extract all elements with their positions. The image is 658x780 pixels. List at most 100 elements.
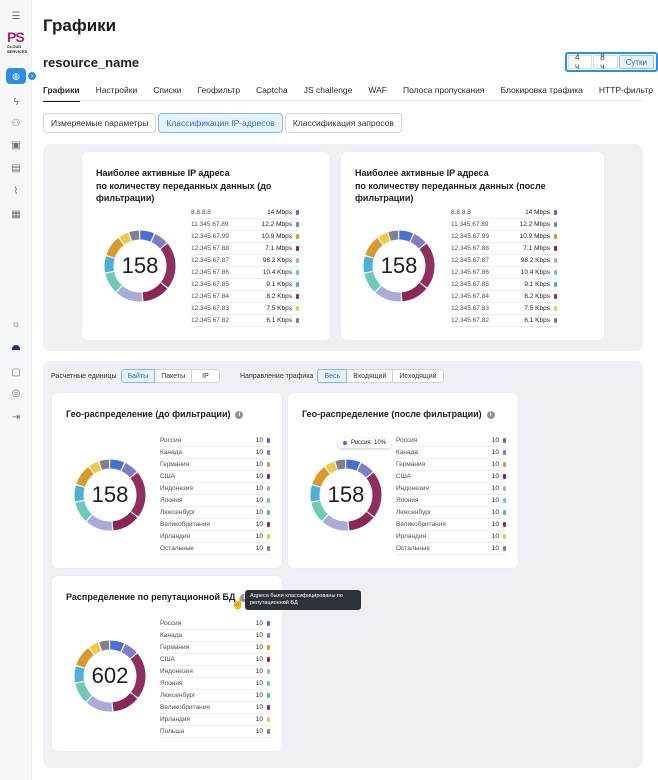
donut-segment[interactable] [104, 230, 176, 302]
book-icon[interactable]: ▢ [11, 366, 21, 378]
legend-label: Люксенбург [160, 692, 196, 699]
donut-segment[interactable] [74, 459, 146, 531]
legend-value: 8.2 Kbps [266, 293, 292, 300]
legend-label: Япония [160, 680, 183, 687]
legend-color-swatch [267, 645, 270, 650]
time-range-8h[interactable]: 8 ч [593, 53, 618, 71]
ip-after-legend: 8.8.8.8 14 Mbps 11.345.67.89 12.2 Mbps 12.34… [451, 207, 557, 327]
legend-value: 98.2 Kbps [262, 257, 292, 264]
legend-value: 10 [255, 473, 263, 480]
sidebar: ☰ PS CLOUD SERVICES ◍ › ϟ ⚇ ▣ ▤ ⌇ ▦ ☼ ▢ … [0, 0, 37, 780]
time-range-4h[interactable]: 4 ч [568, 53, 593, 71]
legend-row: США 10 [160, 471, 270, 483]
legend-color-swatch [296, 210, 299, 215]
document-icon[interactable]: ▤ [11, 162, 21, 174]
legend-row: Польша 10 [160, 726, 270, 738]
certificate-icon[interactable]: ▣ [11, 139, 21, 151]
info-icon[interactable]: i [240, 594, 249, 602]
sun-icon[interactable]: ☼ [11, 318, 21, 330]
direction-outgoing[interactable]: Исходящий [392, 369, 444, 383]
donut-segment[interactable] [363, 230, 435, 302]
time-range-day[interactable]: Сутки [618, 55, 654, 69]
info-icon[interactable]: i [235, 411, 244, 419]
donut-segment[interactable] [363, 230, 435, 302]
legend-value: 10 [255, 485, 263, 492]
legend-row: Ирландия 10 [160, 714, 270, 726]
legend-color-swatch [267, 693, 270, 698]
donut-segment[interactable] [310, 459, 382, 531]
subtab-measured[interactable]: Измеряемые параметры [43, 113, 157, 133]
units-packets[interactable]: Пакеты [154, 369, 193, 383]
legend-value: 12.2 Mbps [519, 221, 550, 228]
donut-segment[interactable] [74, 640, 146, 712]
tab-lists[interactable]: Списки [153, 85, 182, 95]
legend-label: Индонезия [396, 485, 429, 492]
stats-icon[interactable]: ⌇ [13, 185, 19, 197]
units-bytes[interactable]: Байты [120, 369, 156, 383]
donut-segment[interactable] [310, 459, 382, 531]
charts-nav-icon[interactable]: ◍ [6, 68, 26, 84]
ip-before-card: Наиболее активные IP адреса по количеств… [82, 152, 330, 340]
legend-value: 10 [255, 716, 263, 723]
legend-color-swatch [503, 510, 506, 515]
legend-label: Германия [160, 461, 190, 468]
legend-value: 10 [255, 632, 263, 639]
legend-color-swatch [554, 282, 557, 287]
units-ip[interactable]: IP [191, 369, 220, 383]
geo-after-total: 158 [327, 482, 365, 507]
donut-segment[interactable] [74, 459, 146, 531]
donut-segment[interactable] [363, 230, 435, 302]
legend-label: 11.345.67.89 [191, 221, 229, 228]
tab-settings[interactable]: Настройки [95, 85, 138, 95]
tab-geofilter[interactable]: Геофильтр [197, 85, 241, 95]
legend-value: 6.1 Kbps [524, 317, 550, 324]
legend-value: 10 [255, 680, 263, 687]
donut-segment[interactable] [74, 459, 146, 531]
legend-row: 8.8.8.8 14 Mbps [451, 207, 557, 219]
legend-label: Ирландия [396, 533, 427, 540]
legend-label: США [396, 473, 411, 480]
report-icon[interactable]: ▦ [11, 208, 21, 220]
tab-waf[interactable]: WAF [368, 85, 387, 95]
geo-after-card: Гео-распределение (после фильтрации) i 15… [288, 393, 518, 568]
legend-color-swatch [267, 474, 270, 479]
info-icon[interactable]: i [486, 411, 495, 419]
tab-graphs[interactable]: Графики [43, 85, 80, 102]
subtab-request-classification[interactable]: Классификация запросов [284, 113, 402, 133]
legend-row: Великобритания 10 [396, 519, 506, 531]
profile-icon[interactable]: ◎ [11, 387, 21, 399]
logout-icon[interactable]: ⇥ [11, 411, 21, 423]
geo-before-title: Гео-распределение (до фильтрации) i [66, 408, 244, 421]
expand-sidebar-icon[interactable]: › [27, 71, 37, 81]
legend-label: Польша [160, 728, 185, 735]
legend-color-swatch [503, 546, 506, 551]
legend-row: Канада 10 [160, 447, 270, 459]
legend-row: США 10 [160, 654, 270, 666]
legend-color-swatch [503, 450, 506, 455]
menu-icon[interactable]: ☰ [11, 10, 21, 22]
tab-bandwidth[interactable]: Полоса пропускания [402, 85, 485, 95]
bolt-icon[interactable]: ϟ [13, 96, 19, 108]
tab-js-challenge[interactable]: JS challenge [303, 85, 353, 95]
donut-segment[interactable] [74, 640, 146, 712]
legend-label: Россия [160, 437, 182, 444]
legend-row: 12.345.67.88 7.1 Mbps [451, 243, 557, 255]
legend-color-swatch [503, 534, 506, 539]
donut-segment[interactable] [310, 459, 382, 531]
legend-row: 12.345.67.84 8.2 Kbps [451, 291, 557, 303]
legend-value: 10 [491, 473, 499, 480]
subtab-ip-classification[interactable]: Классификация IP-адресов [158, 113, 283, 133]
donut-segment[interactable] [104, 230, 176, 302]
users-icon[interactable]: ⚇ [11, 117, 21, 129]
legend-row: 12.345.67.82 6.1 Kbps [451, 315, 557, 327]
tab-http-filter[interactable]: HTTP-фильтр [598, 85, 654, 95]
legend-row: Япония 10 [396, 495, 506, 507]
tab-traffic-block[interactable]: Блокировка трафика [500, 85, 583, 95]
legend-color-swatch [503, 486, 506, 491]
tab-captcha[interactable]: Captcha [256, 85, 288, 95]
direction-all[interactable]: Весь [317, 369, 348, 383]
donut-segment[interactable] [104, 230, 176, 302]
direction-incoming[interactable]: Входящий [346, 369, 394, 383]
theme-icon[interactable] [12, 345, 20, 350]
donut-segment[interactable] [74, 640, 146, 712]
